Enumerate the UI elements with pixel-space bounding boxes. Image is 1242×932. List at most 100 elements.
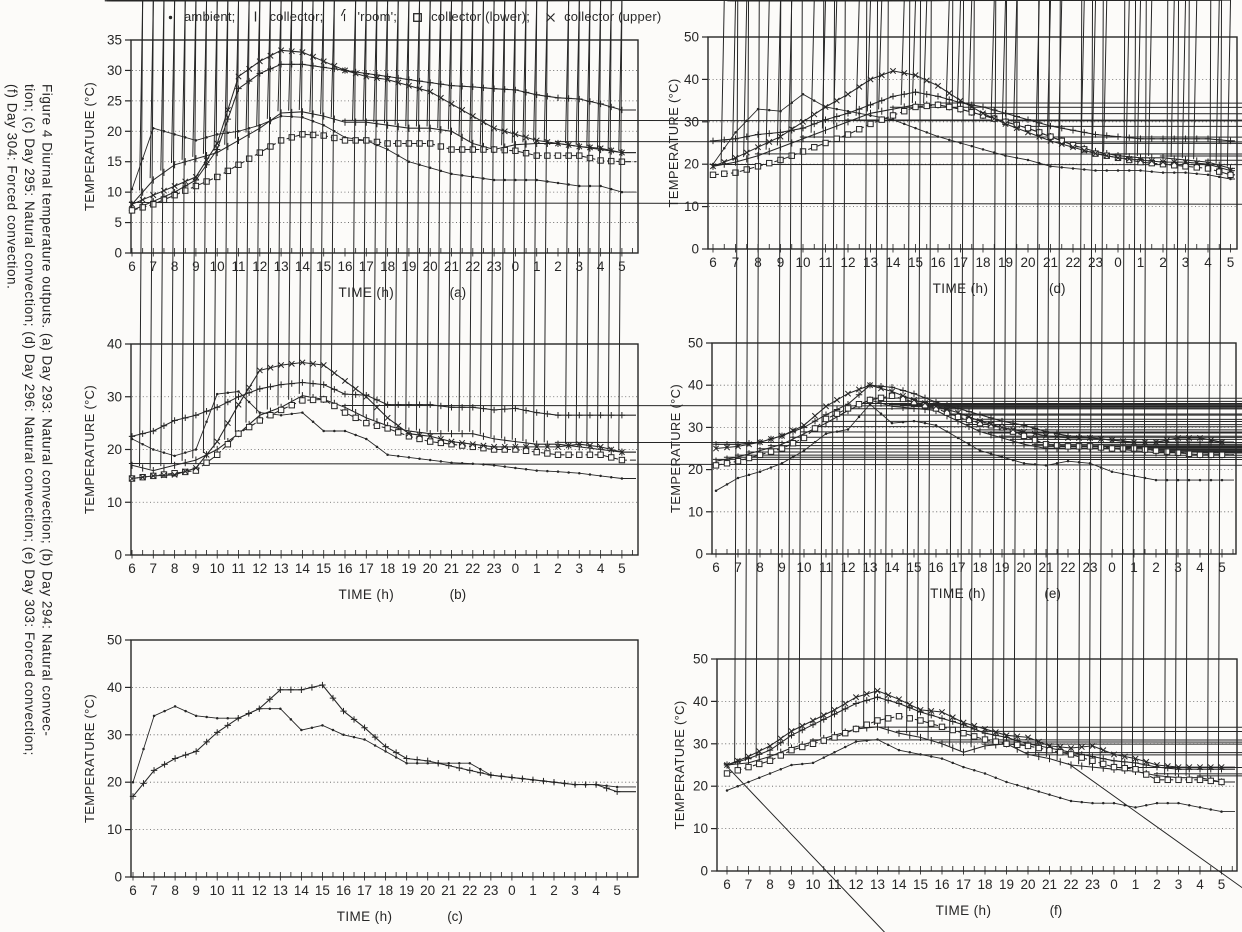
x-tick-label: 17 bbox=[359, 561, 374, 576]
x-tick-label: 4 bbox=[592, 883, 600, 898]
x-tick-label: 12 bbox=[252, 561, 267, 576]
x-tick-label: 7 bbox=[734, 560, 742, 575]
panel-letter-f: (f) bbox=[1050, 903, 1063, 918]
x-tick-label: 7 bbox=[732, 255, 740, 270]
x-tick-label: 13 bbox=[870, 877, 885, 892]
x-tick-label: 17 bbox=[359, 259, 374, 274]
x-axis-title: TIME (h) bbox=[337, 909, 393, 924]
x-axis-b: 6 7 8 9 10 11 12 13 14 15 16 17 18 19 20 21 22 23 0 1 2 3 4 5 bbox=[128, 550, 633, 576]
x-tick-label: 3 bbox=[571, 883, 579, 898]
x-tick-label: 3 bbox=[576, 561, 584, 576]
y-tick-label: 30 bbox=[107, 727, 122, 742]
x-tick-label: 20 bbox=[423, 561, 438, 576]
x-tick-label: 13 bbox=[274, 561, 289, 576]
x-tick-label: 21 bbox=[1043, 255, 1058, 270]
seriescollector-upper bbox=[128, 47, 636, 208]
x-tick-label: 4 bbox=[597, 561, 605, 576]
x-tick-label: 18 bbox=[977, 877, 992, 892]
x-tick-label: 8 bbox=[171, 561, 179, 576]
x-tick-label: 5 bbox=[1227, 255, 1235, 270]
legend-square-icon bbox=[413, 12, 423, 22]
x-tick-label: 12 bbox=[252, 883, 267, 898]
x-axis-title: TIME (h) bbox=[933, 281, 989, 296]
x-tick-label: 15 bbox=[316, 561, 331, 576]
y-tick-label: 40 bbox=[107, 680, 122, 695]
x-tick-label: 20 bbox=[1020, 255, 1035, 270]
y-tick-label: 50 bbox=[684, 30, 699, 45]
seriescollector-upper bbox=[709, 67, 1235, 174]
legend-item-1: collector; bbox=[248, 9, 323, 24]
x-tick-label: 11 bbox=[231, 561, 245, 576]
x-tick-label: 5 bbox=[613, 883, 621, 898]
x-tick-label: 12 bbox=[840, 255, 855, 270]
x-tick-label: 23 bbox=[487, 561, 502, 576]
x-tick-label: 11 bbox=[231, 883, 245, 898]
x-tick-label: 10 bbox=[795, 255, 810, 270]
seriescollector bbox=[128, 61, 636, 214]
plot-frame-f bbox=[716, 658, 1238, 872]
x-tick-label: 5 bbox=[618, 561, 626, 576]
x-tick-label: 21 bbox=[1042, 877, 1057, 892]
x-tick-label: 1 bbox=[533, 561, 541, 576]
seriescollector-upper bbox=[723, 687, 1235, 771]
x-tick-label: 11 bbox=[827, 877, 841, 892]
panel-letter-c: (c) bbox=[447, 909, 463, 924]
y-tick-label: 30 bbox=[684, 114, 699, 129]
x-tick-label: 2 bbox=[1152, 560, 1160, 575]
x-tick-label: 0 bbox=[1110, 877, 1118, 892]
x-tick-label: 22 bbox=[465, 259, 480, 274]
x-tick-label: 17 bbox=[950, 560, 965, 575]
y-tick-label: 0 bbox=[695, 547, 703, 562]
x-tick-label: 20 bbox=[1020, 877, 1035, 892]
x-tick-label: 3 bbox=[1174, 560, 1182, 575]
x-tick-label: 0 bbox=[508, 883, 516, 898]
legend-asterisk-icon bbox=[340, 8, 346, 21]
x-tick-label: 0 bbox=[1108, 560, 1116, 575]
legend-cross-icon bbox=[546, 12, 556, 22]
x-tick-label: 13 bbox=[863, 255, 878, 270]
x-tick-label: 15 bbox=[913, 877, 928, 892]
x-tick-label: 14 bbox=[295, 561, 311, 576]
x-tick-label: 22 bbox=[465, 561, 480, 576]
x-axis-d: 6 7 8 9 10 11 12 13 14 15 16 17 18 19 20 21 22 23 0 1 2 3 4 5 bbox=[709, 244, 1234, 270]
x-tick-label: 1 bbox=[1137, 255, 1145, 270]
x-tick-label: 9 bbox=[788, 877, 796, 892]
y-tick-label: 20 bbox=[684, 157, 699, 172]
x-tick-label: 10 bbox=[210, 883, 225, 898]
x-tick-label: 13 bbox=[273, 883, 288, 898]
x-tick-label: 11 bbox=[819, 560, 833, 575]
x-tick-label: 8 bbox=[766, 877, 774, 892]
caption-line-3: (f) Day 304: Forced convection. bbox=[4, 84, 20, 290]
x-tick-label: 1 bbox=[1132, 877, 1140, 892]
x-tick-label: 20 bbox=[1016, 560, 1031, 575]
x-tick-label: 19 bbox=[994, 560, 1009, 575]
y-tick-label: 15 bbox=[107, 154, 122, 169]
y-tick-label: 0 bbox=[114, 548, 122, 563]
y-tick-label: 40 bbox=[107, 337, 122, 352]
y-tick-label: 50 bbox=[688, 336, 703, 351]
y-tick-label: 40 bbox=[693, 694, 708, 709]
figure-caption: Figure 4 Diurnal temperature outputs. (a… bbox=[3, 84, 56, 920]
y-tick-label: 40 bbox=[688, 378, 703, 393]
legend-dot-icon bbox=[168, 15, 173, 19]
caption-line-2: tion; (c) Day 295: Natural convection; (… bbox=[22, 84, 37, 756]
x-axis-title: TIME (h) bbox=[338, 587, 394, 602]
x-tick-label: 18 bbox=[975, 255, 990, 270]
x-tick-label: 15 bbox=[315, 883, 330, 898]
y-axis-title: TEMPERATURE (°C) bbox=[668, 384, 683, 513]
x-tick-label: 6 bbox=[128, 259, 136, 274]
x-tick-label: 14 bbox=[295, 259, 311, 274]
x-tick-label: 7 bbox=[150, 259, 158, 274]
x-tick-label: 18 bbox=[380, 561, 395, 576]
x-axis-title: TIME (h) bbox=[930, 586, 986, 601]
x-tick-label: 16 bbox=[934, 877, 949, 892]
x-tick-label: 19 bbox=[399, 883, 414, 898]
seriescollector-lower bbox=[128, 396, 636, 482]
x-tick-label: 10 bbox=[210, 561, 225, 576]
y-tick-label: 50 bbox=[107, 633, 122, 648]
x-tick-label: 10 bbox=[796, 560, 811, 575]
seriesambient bbox=[130, 390, 636, 480]
legend-item-0: ambient; bbox=[163, 9, 235, 24]
